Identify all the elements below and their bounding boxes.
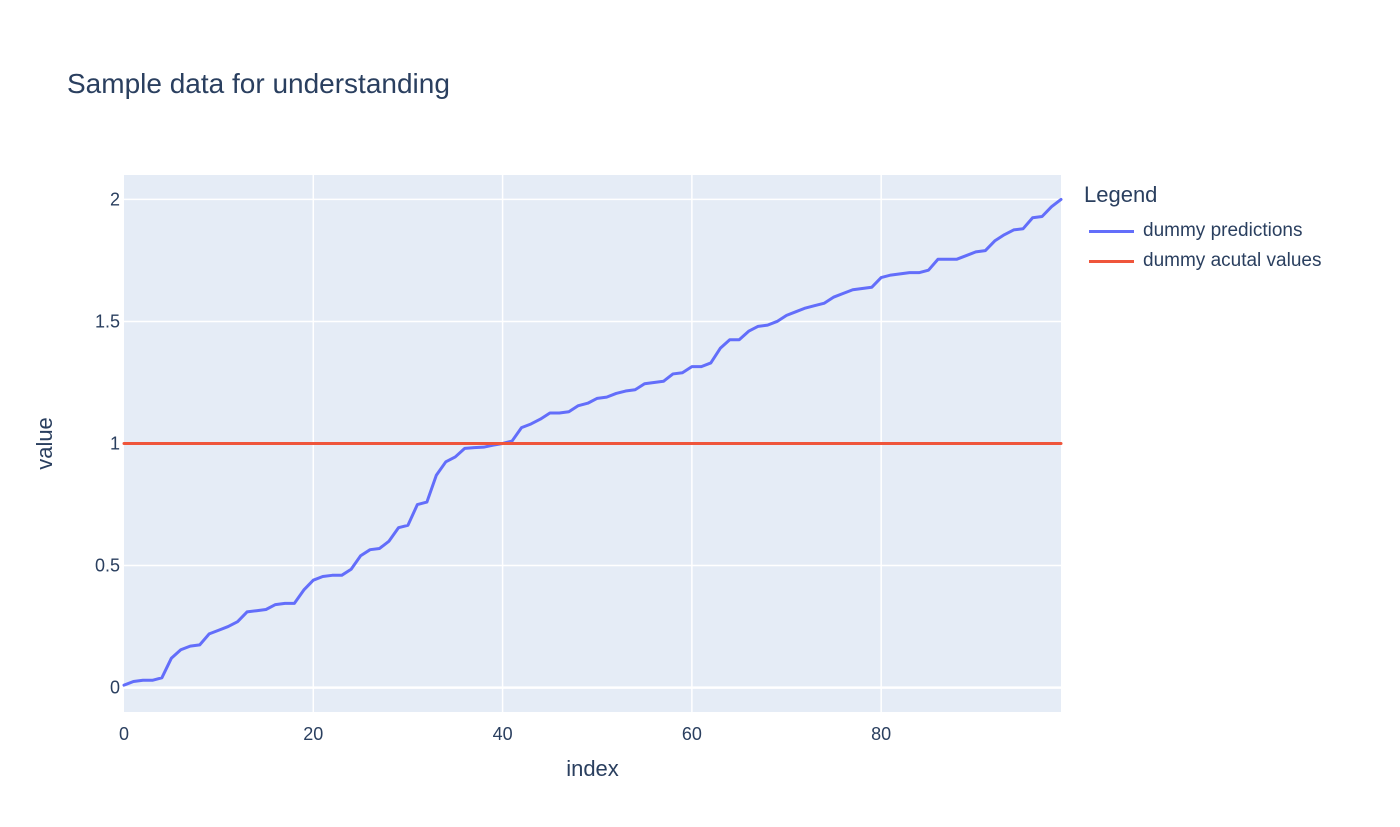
legend-item-dummy-predictions[interactable]: dummy predictions <box>1084 216 1321 246</box>
legend: Legend dummy predictions dummy acutal va… <box>1084 182 1321 276</box>
y-tick-label: 0 <box>110 678 120 698</box>
legend-swatch-predictions <box>1089 229 1134 233</box>
legend-title: Legend <box>1084 182 1158 207</box>
y-tick-label: 1 <box>110 434 120 454</box>
legend-label: dummy acutal values <box>1143 250 1322 271</box>
legend-swatch-actual <box>1089 259 1134 263</box>
x-tick-label: 20 <box>303 724 323 744</box>
legend-label: dummy predictions <box>1143 220 1303 241</box>
y-tick-label: 2 <box>110 189 120 209</box>
x-axis-title: index <box>566 756 619 781</box>
x-tick-label: 40 <box>493 724 513 744</box>
x-tick-label: 0 <box>119 724 129 744</box>
chart-title: Sample data for understanding <box>67 68 450 99</box>
x-tick-label: 80 <box>871 724 891 744</box>
series-line-dummy-predictions <box>122 197 1063 687</box>
y-tick-label: 0.5 <box>95 556 120 576</box>
y-tick-label: 1.5 <box>95 311 120 331</box>
x-tick-label: 60 <box>682 724 702 744</box>
y-axis-title: value <box>32 417 57 470</box>
legend-item-dummy-actual-values[interactable]: dummy acutal values <box>1084 246 1321 276</box>
